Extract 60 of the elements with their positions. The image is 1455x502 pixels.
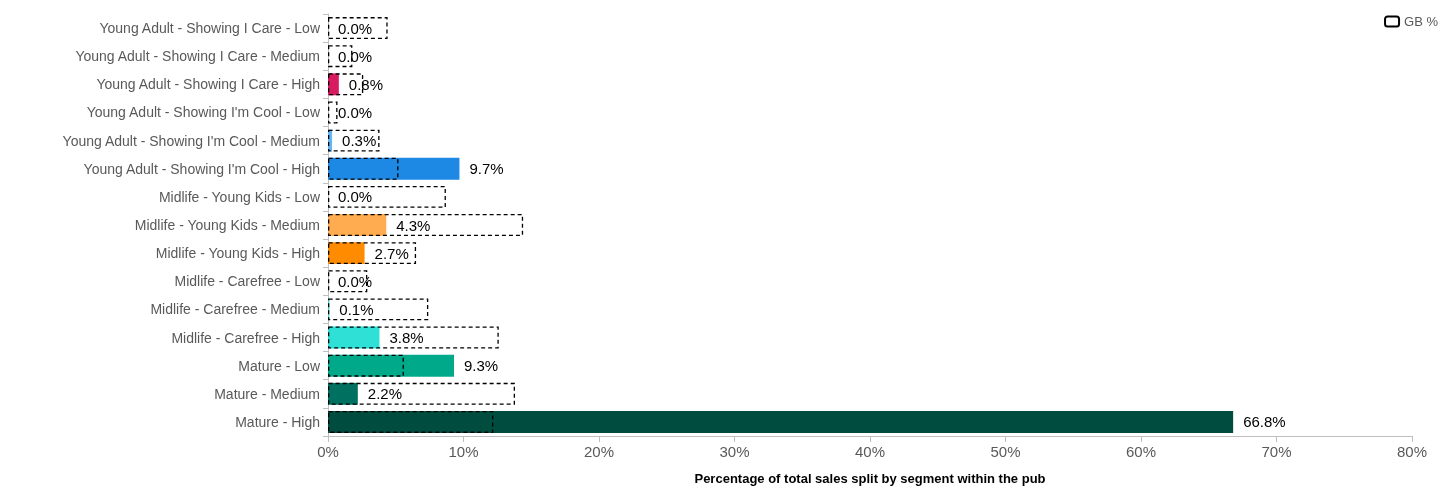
data-label: 0.8%: [348, 75, 384, 93]
y-tick-label: Midlife - Young Kids - Low: [158, 188, 321, 205]
data-label: 2.7%: [374, 244, 409, 262]
bar: [328, 157, 460, 180]
data-label: 9.7%: [469, 160, 504, 178]
x-tick-label: 10%: [448, 443, 479, 460]
data-label: 2.2%: [367, 385, 403, 403]
y-tick-label: Midlife - Carefree - Low: [174, 273, 321, 290]
bar: [328, 354, 404, 377]
y-tick-label: Young Adult - Showing I Care - Low: [99, 20, 321, 37]
bar: [328, 298, 429, 321]
bar: [328, 185, 446, 208]
y-tick-label: Midlife - Young Kids - Medium: [134, 217, 320, 233]
x-tick-label: 30%: [719, 443, 750, 460]
bar: [328, 214, 524, 236]
bar: [328, 326, 499, 349]
data-label: 0.0%: [338, 103, 373, 121]
x-tick-label: 20%: [583, 443, 615, 460]
y-tick-label: Mature - Medium: [214, 385, 320, 402]
y-tick-label: Young Adult - Showing I'm Cool - High: [83, 160, 320, 177]
bar: [328, 101, 338, 124]
bar: [328, 242, 417, 265]
y-tick-label: Young Adult - Showing I'm Cool - Medium: [62, 132, 320, 149]
data-label: 0.0%: [338, 47, 373, 65]
bar: [328, 157, 399, 180]
data-label: 4.3%: [396, 216, 431, 234]
bar: [328, 129, 380, 152]
x-tick-label: 70%: [1261, 443, 1292, 460]
x-tick-label: 60%: [1125, 443, 1157, 460]
data-label: 0.0%: [338, 272, 373, 290]
bar: [328, 410, 494, 433]
data-label: 66.8%: [1243, 413, 1286, 431]
x-tick-label: 40%: [854, 443, 886, 460]
legend-label: GB %: [1404, 14, 1439, 29]
bar: [328, 382, 515, 405]
x-tick-label: 50%: [990, 443, 1021, 460]
x-axis-title: Percentage of total sales split by segment within the pub: [694, 471, 1046, 486]
bar: [328, 410, 1234, 433]
bar: [328, 382, 358, 405]
data-label: 0.1%: [339, 300, 374, 318]
y-tick-label: Young Adult - Showing I Care - Medium: [75, 48, 320, 65]
bar: [328, 17, 388, 40]
y-tick-label: Midlife - Young Kids - High: [155, 245, 320, 262]
bar: [328, 326, 380, 349]
bar: [328, 354, 455, 377]
x-tick-label: 80%: [1396, 443, 1428, 460]
data-label: 0.0%: [338, 188, 373, 206]
data-label: 0.0%: [338, 19, 373, 37]
bar: [328, 242, 365, 265]
y-tick-label: Mature - Low: [238, 357, 321, 374]
x-tick-label: 0%: [317, 443, 339, 460]
y-tick-label: Midlife - Carefree - High: [171, 329, 320, 346]
data-label: 0.3%: [342, 132, 377, 150]
y-tick-label: Mature - High: [235, 413, 320, 430]
data-label: 9.3%: [464, 357, 499, 375]
y-tick-label: Young Adult - Showing I Care - High: [96, 76, 320, 93]
bar: [328, 214, 387, 236]
y-tick-label: Young Adult - Showing I'm Cool - Low: [86, 104, 321, 121]
data-label: 3.8%: [389, 329, 424, 347]
y-tick-label: Midlife - Carefree - Medium: [150, 301, 320, 318]
